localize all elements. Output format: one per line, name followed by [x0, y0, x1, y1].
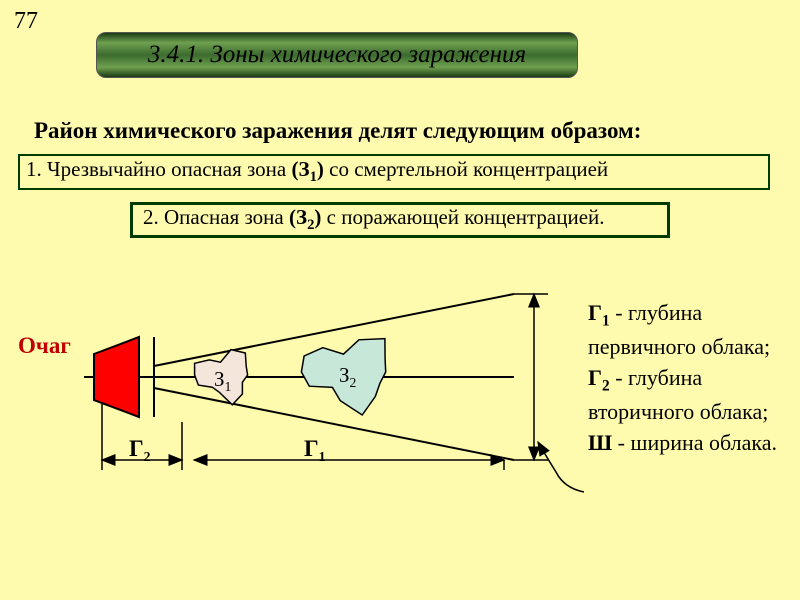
zone2-box: 2. Опасная зона (З2) с поражающей концен…	[130, 202, 670, 238]
zone2-bold: (З	[289, 205, 307, 229]
legend-sh-text: - ширина облака.	[612, 430, 777, 455]
zone1-boldclose: )	[317, 157, 324, 181]
svg-text:Г2: Г2	[129, 436, 151, 464]
ochag-label: Очаг	[18, 333, 71, 359]
title-box: 3.4.1. Зоны химического заражения	[96, 32, 578, 78]
legend-g2-text: - глубина вторичного облака;	[588, 365, 768, 424]
subtitle: Район химического заражения делят следую…	[34, 118, 641, 144]
zone1-text: 1. Чрезвычайно опасная зона (З1) со смер…	[26, 157, 608, 186]
zone1-box: 1. Чрезвычайно опасная зона (З1) со смер…	[18, 154, 770, 190]
page-number: 77	[14, 8, 38, 35]
legend: Г1 - глубина первичного облака; Г2 - глу…	[588, 298, 788, 458]
diagram: З1З2Г2Г1	[84, 282, 584, 532]
legend-sh-b: Ш	[588, 430, 612, 455]
zone1-prefix: 1. Чрезвычайно опасная зона	[26, 157, 291, 181]
zone2-text: 2. Опасная зона (З2) с поражающей концен…	[143, 205, 605, 234]
legend-g2-b: Г	[588, 365, 602, 390]
zone1-suffix: со смертельной концентрацией	[324, 157, 608, 181]
zone2-prefix: 2. Опасная зона	[143, 205, 289, 229]
legend-g2-sub: 2	[602, 377, 610, 394]
zone1-sub: 1	[310, 170, 317, 186]
svg-text:Г1: Г1	[304, 436, 326, 464]
legend-g1-b: Г	[588, 300, 602, 325]
zone2-suffix: с поражающей концентрацией.	[321, 205, 604, 229]
title-text: 3.4.1. Зоны химического заражения	[148, 41, 526, 69]
legend-g1-text: - глубина первичного облака;	[588, 300, 770, 359]
legend-g1-sub: 1	[602, 312, 610, 329]
zone1-bold: (З	[291, 157, 309, 181]
